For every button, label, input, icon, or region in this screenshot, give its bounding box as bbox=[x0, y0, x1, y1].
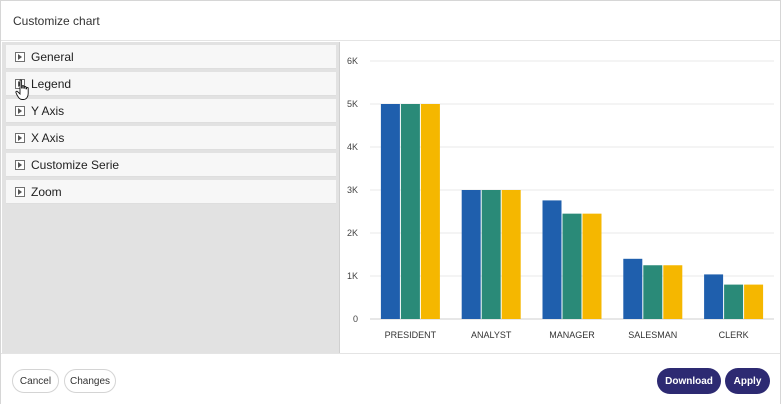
bar bbox=[420, 104, 440, 319]
accordion-general[interactable]: General bbox=[6, 45, 336, 69]
expand-icon bbox=[15, 159, 25, 170]
bar bbox=[501, 190, 521, 319]
bar bbox=[744, 284, 764, 319]
x-tick-label: SALESMAN bbox=[628, 330, 677, 340]
cancel-button[interactable]: Cancel bbox=[12, 369, 59, 393]
settings-accordion: General Legend Y Axis X Axis Customize S… bbox=[2, 42, 340, 353]
dialog-header: Customize chart bbox=[1, 1, 780, 41]
apply-button[interactable]: Apply bbox=[725, 368, 770, 394]
bar bbox=[663, 265, 683, 319]
y-tick-label: 0 bbox=[353, 314, 358, 324]
accordion-label: Y Axis bbox=[31, 103, 65, 118]
y-tick-label: 2K bbox=[347, 228, 358, 238]
accordion-label: Legend bbox=[31, 76, 72, 91]
chart-preview: 0 1K 2K 3K 4K 5K 6K PRESIDENT ANALYST MANAGER SALE… bbox=[341, 42, 780, 353]
accordion-label: Customize Serie bbox=[31, 157, 120, 172]
bar bbox=[704, 274, 724, 319]
dialog-footer: Cancel Changes Download Apply bbox=[1, 353, 780, 404]
accordion-y-axis[interactable]: Y Axis bbox=[6, 99, 336, 123]
accordion-x-axis[interactable]: X Axis bbox=[6, 126, 336, 150]
bar bbox=[582, 213, 602, 319]
expand-icon bbox=[15, 105, 25, 116]
y-tick-label: 3K bbox=[347, 185, 358, 195]
bar bbox=[481, 190, 501, 319]
expand-icon bbox=[15, 186, 25, 197]
x-tick-label: ANALYST bbox=[471, 330, 512, 340]
y-tick-label: 5K bbox=[347, 99, 358, 109]
x-tick-label: CLERK bbox=[719, 330, 749, 340]
x-tick-label: PRESIDENT bbox=[385, 330, 437, 340]
bar bbox=[562, 213, 582, 319]
accordion-legend[interactable]: Legend bbox=[6, 72, 336, 96]
accordion-zoom[interactable]: Zoom bbox=[6, 180, 336, 204]
bar bbox=[380, 104, 400, 319]
expand-icon bbox=[15, 51, 25, 62]
y-tick-label: 1K bbox=[347, 271, 358, 281]
bar bbox=[542, 200, 562, 319]
hand-pointer-icon bbox=[15, 79, 29, 100]
changes-button[interactable]: Changes bbox=[64, 369, 116, 393]
bar bbox=[724, 284, 744, 319]
x-tick-label: MANAGER bbox=[549, 330, 595, 340]
bar-chart: 0 1K 2K 3K 4K 5K 6K PRESIDENT ANALYST MANAGER SALE… bbox=[347, 56, 774, 340]
accordion-label: General bbox=[31, 49, 74, 64]
y-tick-label: 6K bbox=[347, 56, 358, 66]
download-button[interactable]: Download bbox=[657, 368, 721, 394]
accordion-label: X Axis bbox=[31, 130, 65, 145]
bar bbox=[643, 265, 663, 319]
bar bbox=[461, 190, 481, 319]
y-tick-label: 4K bbox=[347, 142, 358, 152]
expand-icon bbox=[15, 132, 25, 143]
accordion-customize-serie[interactable]: Customize Serie bbox=[6, 153, 336, 177]
accordion-label: Zoom bbox=[31, 184, 62, 199]
dialog-title: Customize chart bbox=[13, 14, 100, 28]
bar bbox=[623, 258, 643, 319]
bar bbox=[400, 104, 420, 319]
